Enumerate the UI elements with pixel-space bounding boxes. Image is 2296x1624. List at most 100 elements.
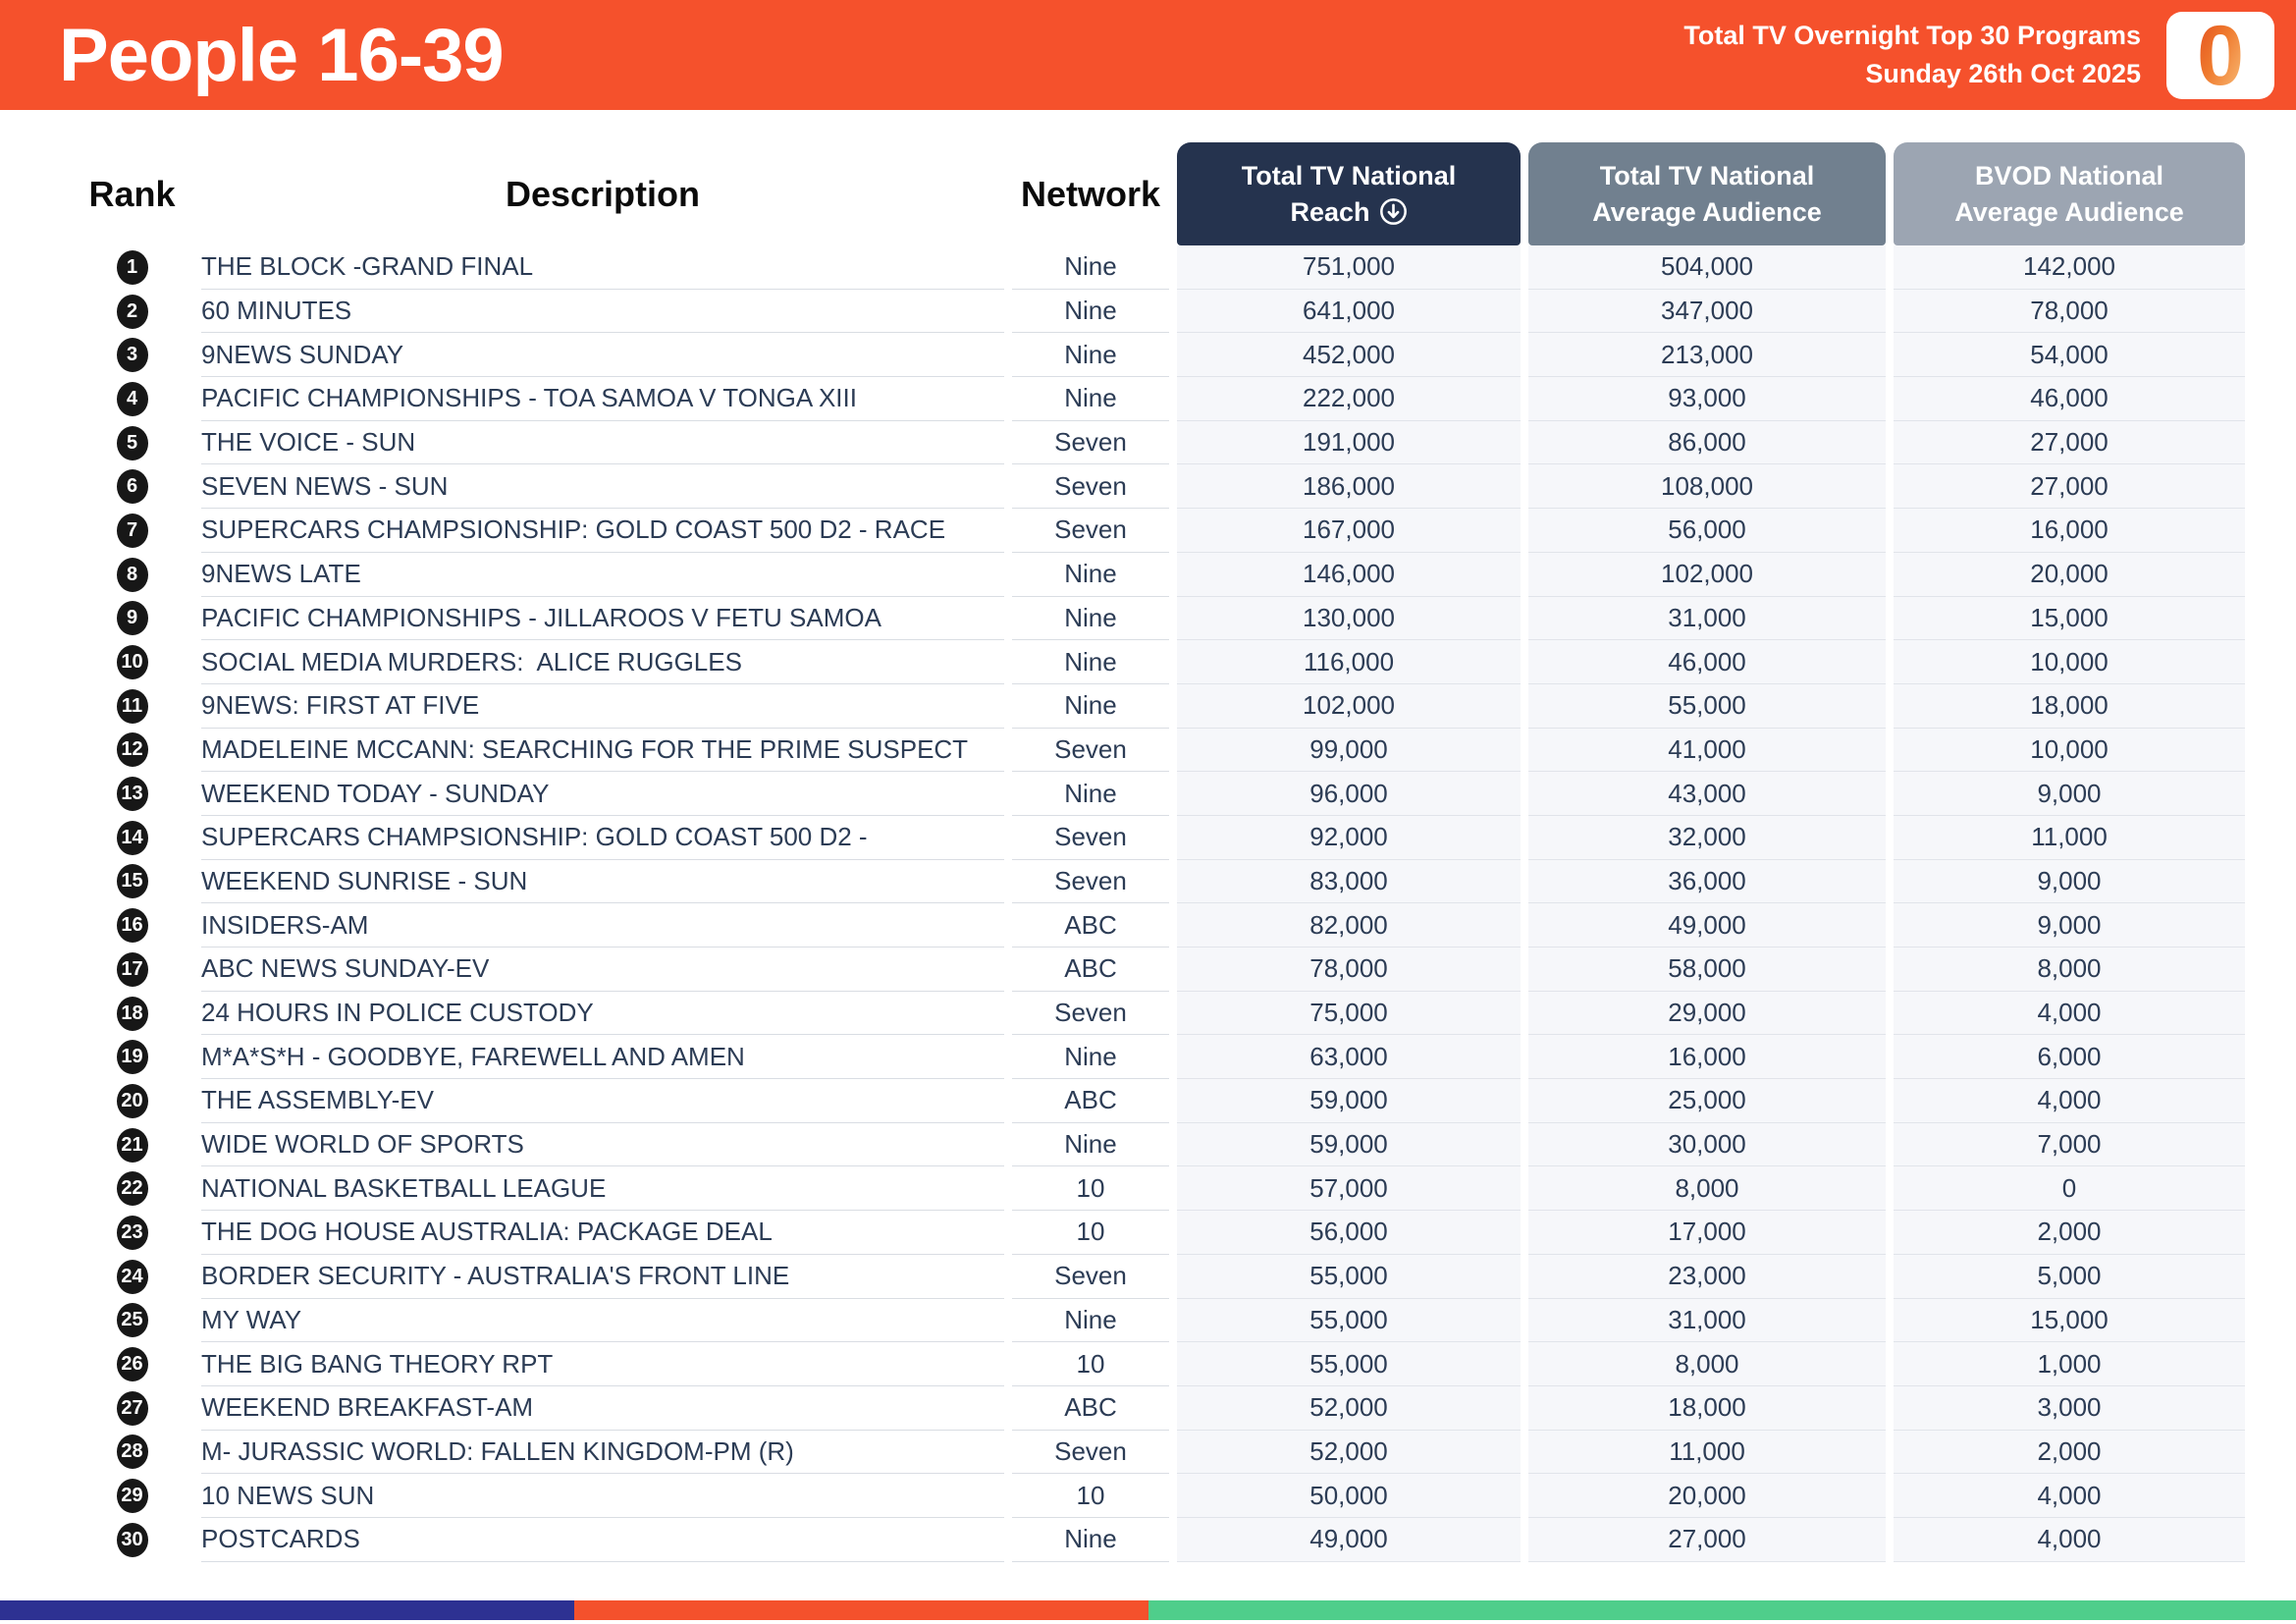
- program-description: M*A*S*H - GOODBYE, FAREWELL AND AMEN: [201, 1035, 1004, 1080]
- column-header-rank: Rank: [88, 173, 176, 214]
- column-header-network: Network: [1020, 173, 1161, 214]
- total-tv-reach-value: 92,000: [1177, 815, 1521, 860]
- total-tv-average-audience-value: 23,000: [1528, 1254, 1886, 1299]
- table-row: 21 WIDE WORLD OF SPORTS Nine 59,000 30,000 7,…: [0, 1122, 2296, 1167]
- network-name: 10: [1012, 1342, 1169, 1386]
- network-name: Seven: [1012, 421, 1169, 465]
- program-description: 60 MINUTES: [201, 290, 1004, 334]
- table-row: 19 M*A*S*H - GOODBYE, FAREWELL AND AMEN Ni…: [0, 1035, 2296, 1080]
- table-row: 11 9NEWS: FIRST AT FIVE Nine 102,000 55,000 1…: [0, 683, 2296, 729]
- table-row: 30 POSTCARDS Nine 49,000 27,000 4,000: [0, 1517, 2296, 1562]
- footer-stripe-green: [1148, 1600, 2296, 1620]
- rank-badge: 4: [116, 381, 148, 416]
- bvod-average-audience-value: 46,000: [1894, 377, 2245, 421]
- bvod-average-audience-value: 78,000: [1894, 289, 2245, 334]
- bvod-average-audience-value: 2,000: [1894, 1211, 2245, 1255]
- rank-badge: 19: [116, 1040, 148, 1075]
- table-row: 5 THE VOICE - SUN Seven 191,000 86,000 27,000: [0, 420, 2296, 465]
- total-tv-average-audience-value: 36,000: [1528, 859, 1886, 904]
- total-tv-average-audience-value: 16,000: [1528, 1035, 1886, 1080]
- program-description: MADELEINE MCCANN: SEARCHING FOR THE PRIM…: [201, 729, 1004, 773]
- bvod-average-audience-value: 27,000: [1894, 420, 2245, 465]
- total-tv-average-audience-value: 504,000: [1528, 245, 1886, 290]
- program-description: THE BLOCK -GRAND FINAL: [201, 245, 1004, 290]
- total-tv-reach-value: 641,000: [1177, 289, 1521, 334]
- program-description: PACIFIC CHAMPIONSHIPS - JILLAROOS V FETU…: [201, 597, 1004, 641]
- network-name: Seven: [1012, 816, 1169, 860]
- rank-badge: 20: [116, 1083, 148, 1118]
- bvod-average-audience-value: 3,000: [1894, 1385, 2245, 1431]
- rank-badge: 3: [116, 338, 148, 373]
- table-row: 9 PACIFIC CHAMPIONSHIPS - JILLAROOS V FET…: [0, 596, 2296, 641]
- table-row: 15 WEEKEND SUNRISE - SUN Seven 83,000 36,000…: [0, 859, 2296, 904]
- total-tv-average-audience-value: 18,000: [1528, 1385, 1886, 1431]
- rank-badge: 7: [116, 513, 148, 548]
- bvod-average-audience-value: 1,000: [1894, 1342, 2245, 1386]
- subtitle-line2: Sunday 26th Oct 2025: [1865, 59, 2141, 88]
- table-row: 17 ABC NEWS SUNDAY-EV ABC 78,000 58,000 8,000: [0, 947, 2296, 992]
- bvod-average-audience-value: 15,000: [1894, 596, 2245, 641]
- total-tv-average-audience-value: 31,000: [1528, 596, 1886, 641]
- rank-cell: 4: [71, 377, 193, 421]
- program-description: WEEKEND SUNRISE - SUN: [201, 860, 1004, 904]
- rank-badge: 23: [116, 1215, 148, 1250]
- network-name: Nine: [1012, 290, 1169, 334]
- total-tv-reach-value: 452,000: [1177, 333, 1521, 378]
- total-tv-reach-value: 52,000: [1177, 1430, 1521, 1475]
- column-header-bvod-average: BVOD National Average Audience: [1894, 142, 2245, 245]
- rank-cell: 19: [71, 1035, 193, 1079]
- total-tv-reach-value: 59,000: [1177, 1079, 1521, 1123]
- total-tv-reach-value: 78,000: [1177, 947, 1521, 992]
- rank-badge: 1: [116, 249, 148, 285]
- banner-right: Total TV Overnight Top 30 Programs Sunda…: [1683, 11, 2296, 99]
- sort-descending-icon[interactable]: [1379, 197, 1408, 226]
- table-row: 25 MY WAY Nine 55,000 31,000 15,000: [0, 1298, 2296, 1343]
- table-body: 1 THE BLOCK -GRAND FINAL Nine 751,000 504,00…: [0, 245, 2296, 1562]
- program-description: M- JURASSIC WORLD: FALLEN KINGDOM-PM (R): [201, 1431, 1004, 1475]
- top-banner: People 16-39 Total TV Overnight Top 30 P…: [0, 0, 2296, 110]
- rank-cell: 16: [71, 903, 193, 947]
- rank-badge: 8: [116, 557, 148, 592]
- table-row: 23 THE DOG HOUSE AUSTRALIA: PACKAGE DEAL 1…: [0, 1211, 2296, 1255]
- program-description: SUPERCARS CHAMPSIONSHIP: GOLD COAST 500 …: [201, 509, 1004, 553]
- program-description: INSIDERS-AM: [201, 903, 1004, 947]
- network-name: Seven: [1012, 729, 1169, 773]
- rank-cell: 9: [71, 597, 193, 641]
- network-name: ABC: [1012, 903, 1169, 947]
- rank-badge: 28: [116, 1435, 148, 1470]
- table-row: 3 9NEWS SUNDAY Nine 452,000 213,000 54,000: [0, 333, 2296, 378]
- total-tv-average-audience-value: 32,000: [1528, 815, 1886, 860]
- program-description: 10 NEWS SUN: [201, 1474, 1004, 1518]
- oztam-logo: 0: [2166, 11, 2274, 99]
- total-tv-reach-value: 186,000: [1177, 464, 1521, 510]
- total-tv-reach-value: 751,000: [1177, 245, 1521, 290]
- total-tv-reach-value: 55,000: [1177, 1254, 1521, 1299]
- bvod-average-audience-value: 4,000: [1894, 1474, 2245, 1518]
- total-tv-average-audience-value: 31,000: [1528, 1298, 1886, 1343]
- total-tv-reach-value: 96,000: [1177, 772, 1521, 816]
- rank-cell: 2: [71, 290, 193, 334]
- total-tv-reach-value: 222,000: [1177, 377, 1521, 421]
- bvod-average-audience-value: 142,000: [1894, 245, 2245, 290]
- table-row: 6 SEVEN NEWS - SUN Seven 186,000 108,000 27,0…: [0, 464, 2296, 510]
- table-row: 18 24 HOURS IN POLICE CUSTODY Seven 75,000 2…: [0, 991, 2296, 1036]
- table-row: 12 MADELEINE MCCANN: SEARCHING FOR THE PR…: [0, 728, 2296, 773]
- column-header-total-tv-reach[interactable]: Total TV National Reach: [1177, 142, 1521, 245]
- pill-avg-line1: Total TV National: [1599, 161, 1815, 191]
- total-tv-reach-value: 57,000: [1177, 1166, 1521, 1212]
- rank-badge: 10: [116, 645, 148, 680]
- rank-cell: 7: [71, 509, 193, 553]
- footer-stripe: [0, 1600, 2296, 1620]
- rank-badge: 9: [116, 601, 148, 636]
- bvod-average-audience-value: 4,000: [1894, 1517, 2245, 1562]
- network-name: ABC: [1012, 1079, 1169, 1123]
- program-description: 9NEWS LATE: [201, 553, 1004, 597]
- program-description: THE BIG BANG THEORY RPT: [201, 1342, 1004, 1386]
- bvod-average-audience-value: 7,000: [1894, 1122, 2245, 1167]
- bvod-average-audience-value: 9,000: [1894, 772, 2245, 816]
- rank-cell: 30: [71, 1518, 193, 1562]
- rank-cell: 6: [71, 464, 193, 509]
- rank-badge: 29: [116, 1479, 148, 1514]
- table-row: 22 NATIONAL BASKETBALL LEAGUE 10 57,000 8,00…: [0, 1166, 2296, 1212]
